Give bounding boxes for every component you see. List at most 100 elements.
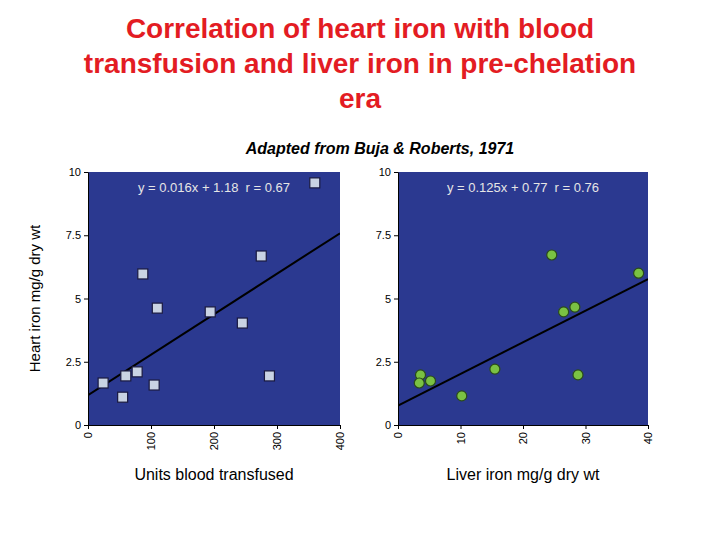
tick: 2.5 bbox=[66, 356, 88, 368]
point bbox=[310, 178, 320, 188]
tick-label: 40 bbox=[642, 432, 654, 444]
tick: 100 bbox=[145, 425, 157, 450]
plot-marks bbox=[88, 178, 340, 402]
tick-label: 2.5 bbox=[66, 356, 81, 368]
tick: 0 bbox=[392, 425, 404, 438]
tick-label: 0 bbox=[75, 419, 81, 431]
plot-marks bbox=[398, 250, 648, 406]
tick: 300 bbox=[271, 425, 283, 450]
tick-label: 7.5 bbox=[66, 229, 81, 241]
point bbox=[256, 251, 266, 261]
point bbox=[414, 378, 424, 388]
tick-mark bbox=[84, 362, 88, 363]
title-line: era bbox=[339, 83, 381, 114]
tick-mark bbox=[277, 425, 278, 429]
tick-mark bbox=[586, 425, 587, 429]
plot-background bbox=[398, 172, 648, 425]
tick-label: 400 bbox=[334, 432, 346, 450]
point bbox=[490, 364, 500, 374]
tick-mark bbox=[84, 425, 88, 426]
tick-mark bbox=[394, 299, 398, 300]
point bbox=[547, 250, 557, 260]
y-axis: 0 2.5 5 7.5 10 bbox=[66, 166, 89, 431]
tick-label: 30 bbox=[580, 432, 592, 444]
tick: 20 bbox=[517, 425, 529, 444]
point bbox=[573, 370, 583, 380]
tick-label: 300 bbox=[271, 432, 283, 450]
tick-label: 20 bbox=[517, 432, 529, 444]
tick-mark bbox=[214, 425, 215, 429]
tick-mark bbox=[84, 172, 88, 173]
point bbox=[237, 318, 247, 328]
tick: 0 bbox=[75, 419, 88, 431]
tick: 200 bbox=[208, 425, 220, 450]
axis-line bbox=[398, 173, 399, 426]
tick-label: 10 bbox=[69, 166, 81, 178]
tick-label: 2.5 bbox=[376, 356, 391, 368]
axis-line bbox=[88, 173, 89, 426]
y-axis: 0 2.5 5 7.5 10 bbox=[376, 166, 399, 431]
fit-line bbox=[398, 279, 648, 406]
point bbox=[634, 268, 644, 278]
tick-mark bbox=[84, 235, 88, 236]
annotation: y = 0.125x + 0.77 r = 0.76 bbox=[447, 180, 599, 195]
tick-label: 5 bbox=[75, 293, 81, 305]
point bbox=[426, 376, 436, 386]
tick-label: 7.5 bbox=[376, 229, 391, 241]
point bbox=[205, 307, 215, 317]
title-line: Correlation of heart iron with blood bbox=[126, 13, 594, 44]
point bbox=[152, 303, 162, 313]
tick-mark bbox=[394, 425, 398, 426]
tick: 7.5 bbox=[376, 229, 398, 241]
tick: 30 bbox=[580, 425, 592, 444]
tick: 5 bbox=[75, 293, 88, 305]
point bbox=[570, 302, 580, 312]
tick-label: 10 bbox=[379, 166, 391, 178]
tick-mark bbox=[88, 425, 89, 429]
tick-mark bbox=[398, 425, 399, 429]
tick: 5 bbox=[385, 293, 398, 305]
y-axis-title: Heart iron mg/g dry wt bbox=[26, 224, 43, 372]
x-axis: 0 100 200 300 400 bbox=[82, 425, 346, 450]
chart: 0 10 20 30 40 0 2.5 5 7.5 10 y = 0.125x + 0.77 r =… bbox=[376, 166, 655, 483]
tick-mark bbox=[340, 425, 341, 429]
tick-label: 0 bbox=[385, 419, 391, 431]
title-line: transfusion and liver iron in pre-chelat… bbox=[84, 48, 636, 79]
point bbox=[559, 307, 569, 317]
tick-mark bbox=[461, 425, 462, 429]
tick-label: 200 bbox=[208, 432, 220, 450]
point bbox=[264, 371, 274, 381]
point bbox=[457, 391, 467, 401]
fit-line bbox=[88, 233, 340, 395]
tick-label: 0 bbox=[82, 432, 94, 438]
tick: 10 bbox=[455, 425, 467, 444]
tick-mark bbox=[151, 425, 152, 429]
page: Correlation of heart iron with blood tran… bbox=[0, 0, 720, 540]
tick-label: 5 bbox=[385, 293, 391, 305]
tick: 7.5 bbox=[66, 229, 88, 241]
tick-mark bbox=[523, 425, 524, 429]
x-axis-title: Units blood transfused bbox=[134, 466, 293, 483]
tick: 40 bbox=[642, 425, 654, 444]
tick: 10 bbox=[379, 166, 398, 178]
tick: 0 bbox=[82, 425, 94, 438]
x-axis-title: Liver iron mg/g dry wt bbox=[447, 466, 600, 483]
annotation: y = 0.016x + 1.18 r = 0.67 bbox=[138, 180, 290, 195]
tick-mark bbox=[394, 362, 398, 363]
tick: 400 bbox=[334, 425, 346, 450]
tick: 10 bbox=[69, 166, 88, 178]
title: Correlation of heart iron with blood tran… bbox=[84, 13, 636, 114]
point bbox=[98, 378, 108, 388]
tick-mark bbox=[648, 425, 649, 429]
tick-mark bbox=[394, 235, 398, 236]
x-axis: 0 10 20 30 40 bbox=[392, 425, 654, 444]
point bbox=[118, 392, 128, 402]
point bbox=[149, 380, 159, 390]
point bbox=[132, 367, 142, 377]
tick-label: 10 bbox=[455, 432, 467, 444]
tick: 0 bbox=[385, 419, 398, 431]
tick-mark bbox=[84, 299, 88, 300]
point bbox=[121, 371, 131, 381]
tick: 2.5 bbox=[376, 356, 398, 368]
tick-label: 100 bbox=[145, 432, 157, 450]
